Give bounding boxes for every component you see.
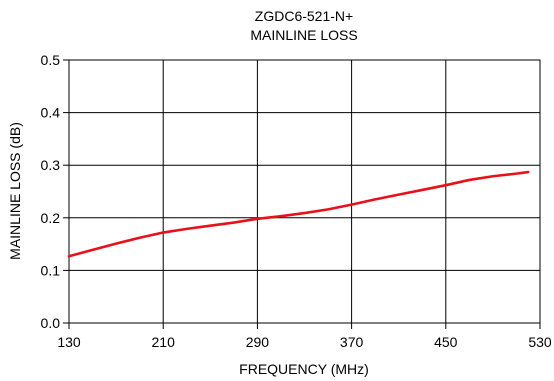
x-tick-label: 530 [528,334,552,350]
y-tick-label: 0.1 [41,262,61,278]
y-tick-label: 0.0 [41,315,61,331]
x-axis-label: FREQUENCY (MHz) [239,361,369,377]
y-tick-label: 0.2 [41,210,61,226]
y-tick-label: 0.3 [41,157,61,173]
y-tick-label: 0.5 [41,52,61,68]
chart-title: ZGDC6-521-N+ [255,8,353,24]
y-tick-labels: 0.0 0.1 0.2 0.3 0.4 0.5 [41,52,69,331]
x-tick-label: 130 [57,334,81,350]
x-tick-label: 450 [434,334,458,350]
series-layer [67,170,530,258]
x-tick-label: 210 [152,334,176,350]
x-tick-label: 290 [246,334,270,350]
grid-lines [69,60,540,323]
y-tick-label: 0.4 [41,105,61,121]
plot-frame [68,59,541,324]
chart-subtitle: MAINLINE LOSS [250,27,357,43]
x-tick-labels: 130 210 290 370 450 530 [57,323,552,350]
series-line-mainline-loss [67,170,530,258]
x-tick-label: 370 [340,334,364,350]
y-axis-label: MAINLINE LOSS (dB) [7,122,23,260]
